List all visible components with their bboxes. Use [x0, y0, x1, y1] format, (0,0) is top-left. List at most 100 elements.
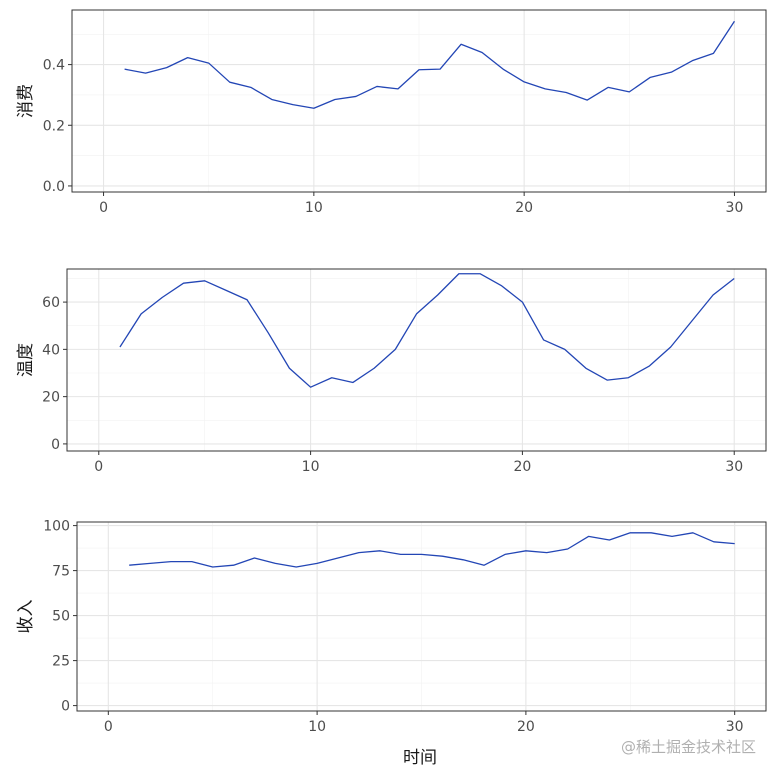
- x-tick-label: 20: [513, 459, 531, 475]
- data-point: [669, 345, 672, 348]
- panel-border: [71, 9, 767, 193]
- y-tick-label: 25: [52, 654, 70, 670]
- y-tick-label: 50: [52, 609, 70, 625]
- data-point: [587, 535, 590, 538]
- data-point: [309, 386, 312, 389]
- data-point: [144, 71, 147, 74]
- data-point: [232, 564, 235, 567]
- data-point: [523, 80, 526, 83]
- data-point: [441, 555, 444, 558]
- data-point: [712, 540, 715, 543]
- data-point: [394, 348, 397, 351]
- data-point: [169, 560, 172, 563]
- data-point: [228, 81, 231, 84]
- y-tick-label: 0: [51, 437, 60, 453]
- data-point: [140, 312, 143, 315]
- data-point: [584, 367, 587, 370]
- data-point: [648, 364, 651, 367]
- data-point: [207, 61, 210, 64]
- x-tick-label: 10: [308, 719, 326, 735]
- data-point: [478, 272, 481, 275]
- y-axis-title: 温度: [16, 343, 36, 377]
- data-point: [459, 43, 462, 46]
- data-point: [712, 52, 715, 55]
- data-point: [462, 558, 465, 561]
- data-point: [733, 542, 736, 545]
- data-point: [336, 556, 339, 559]
- data-point: [649, 76, 652, 79]
- data-point: [629, 531, 632, 534]
- data-point: [607, 86, 610, 89]
- y-tick-label: 100: [43, 519, 70, 535]
- data-point: [330, 376, 333, 379]
- data-point: [733, 277, 736, 280]
- data-point: [165, 66, 168, 69]
- data-point: [211, 565, 214, 568]
- x-tick-label: 20: [517, 719, 535, 735]
- x-tick-label: 20: [515, 200, 533, 216]
- x-tick-label: 0: [99, 200, 108, 216]
- data-point: [420, 553, 423, 556]
- data-point: [691, 531, 694, 534]
- y-tick-label: 0: [61, 699, 70, 715]
- data-point: [312, 107, 315, 110]
- data-point: [267, 331, 270, 334]
- data-point: [521, 300, 524, 303]
- x-tick-label: 10: [302, 459, 320, 475]
- data-point: [502, 68, 505, 71]
- x-tick-label: 30: [725, 459, 743, 475]
- y-tick-label: 60: [42, 295, 60, 311]
- data-series-line: [129, 532, 735, 568]
- data-point: [186, 56, 189, 59]
- data-point: [415, 312, 418, 315]
- data-point: [670, 535, 673, 538]
- data-point: [563, 348, 566, 351]
- data-point: [245, 298, 248, 301]
- data-point: [295, 565, 298, 568]
- data-point: [606, 378, 609, 381]
- data-point: [316, 562, 319, 565]
- watermark-text: @稀土掘金技术社区: [621, 738, 756, 756]
- data-series-line: [119, 273, 735, 388]
- data-point: [128, 564, 131, 567]
- data-point: [586, 98, 589, 101]
- data-point: [545, 551, 548, 554]
- data-point: [542, 338, 545, 341]
- y-tick-label: 20: [42, 390, 60, 406]
- y-axis-title: 收入: [16, 600, 36, 634]
- data-point: [274, 562, 277, 565]
- data-point: [148, 562, 151, 565]
- y-tick-label: 0.4: [43, 58, 65, 74]
- data-point: [351, 381, 354, 384]
- x-tick-label: 0: [104, 719, 113, 735]
- x-tick-label: 30: [726, 719, 744, 735]
- y-tick-label: 75: [52, 564, 70, 580]
- data-point: [691, 59, 694, 62]
- data-point: [253, 556, 256, 559]
- data-point: [333, 98, 336, 101]
- data-point: [375, 85, 378, 88]
- data-point: [357, 551, 360, 554]
- data-point: [457, 272, 460, 275]
- chart-panel-2: 0 10 20 30 0 20 40 60 温度: [16, 268, 767, 475]
- y-tick-label: 40: [42, 342, 60, 358]
- data-point: [608, 538, 611, 541]
- data-point: [483, 564, 486, 567]
- data-point: [650, 531, 653, 534]
- data-point: [670, 71, 673, 74]
- x-axis-title: 时间: [403, 748, 437, 768]
- data-series-line: [124, 20, 735, 109]
- data-point: [118, 345, 121, 348]
- data-point: [378, 549, 381, 552]
- x-tick-label: 30: [726, 200, 744, 216]
- data-point: [291, 103, 294, 106]
- data-point: [123, 68, 126, 71]
- panel-border: [76, 521, 767, 712]
- data-point: [249, 86, 252, 89]
- panel-border: [66, 268, 767, 452]
- data-point: [690, 319, 693, 322]
- data-point: [438, 68, 441, 71]
- data-point: [288, 367, 291, 370]
- data-point: [565, 91, 568, 94]
